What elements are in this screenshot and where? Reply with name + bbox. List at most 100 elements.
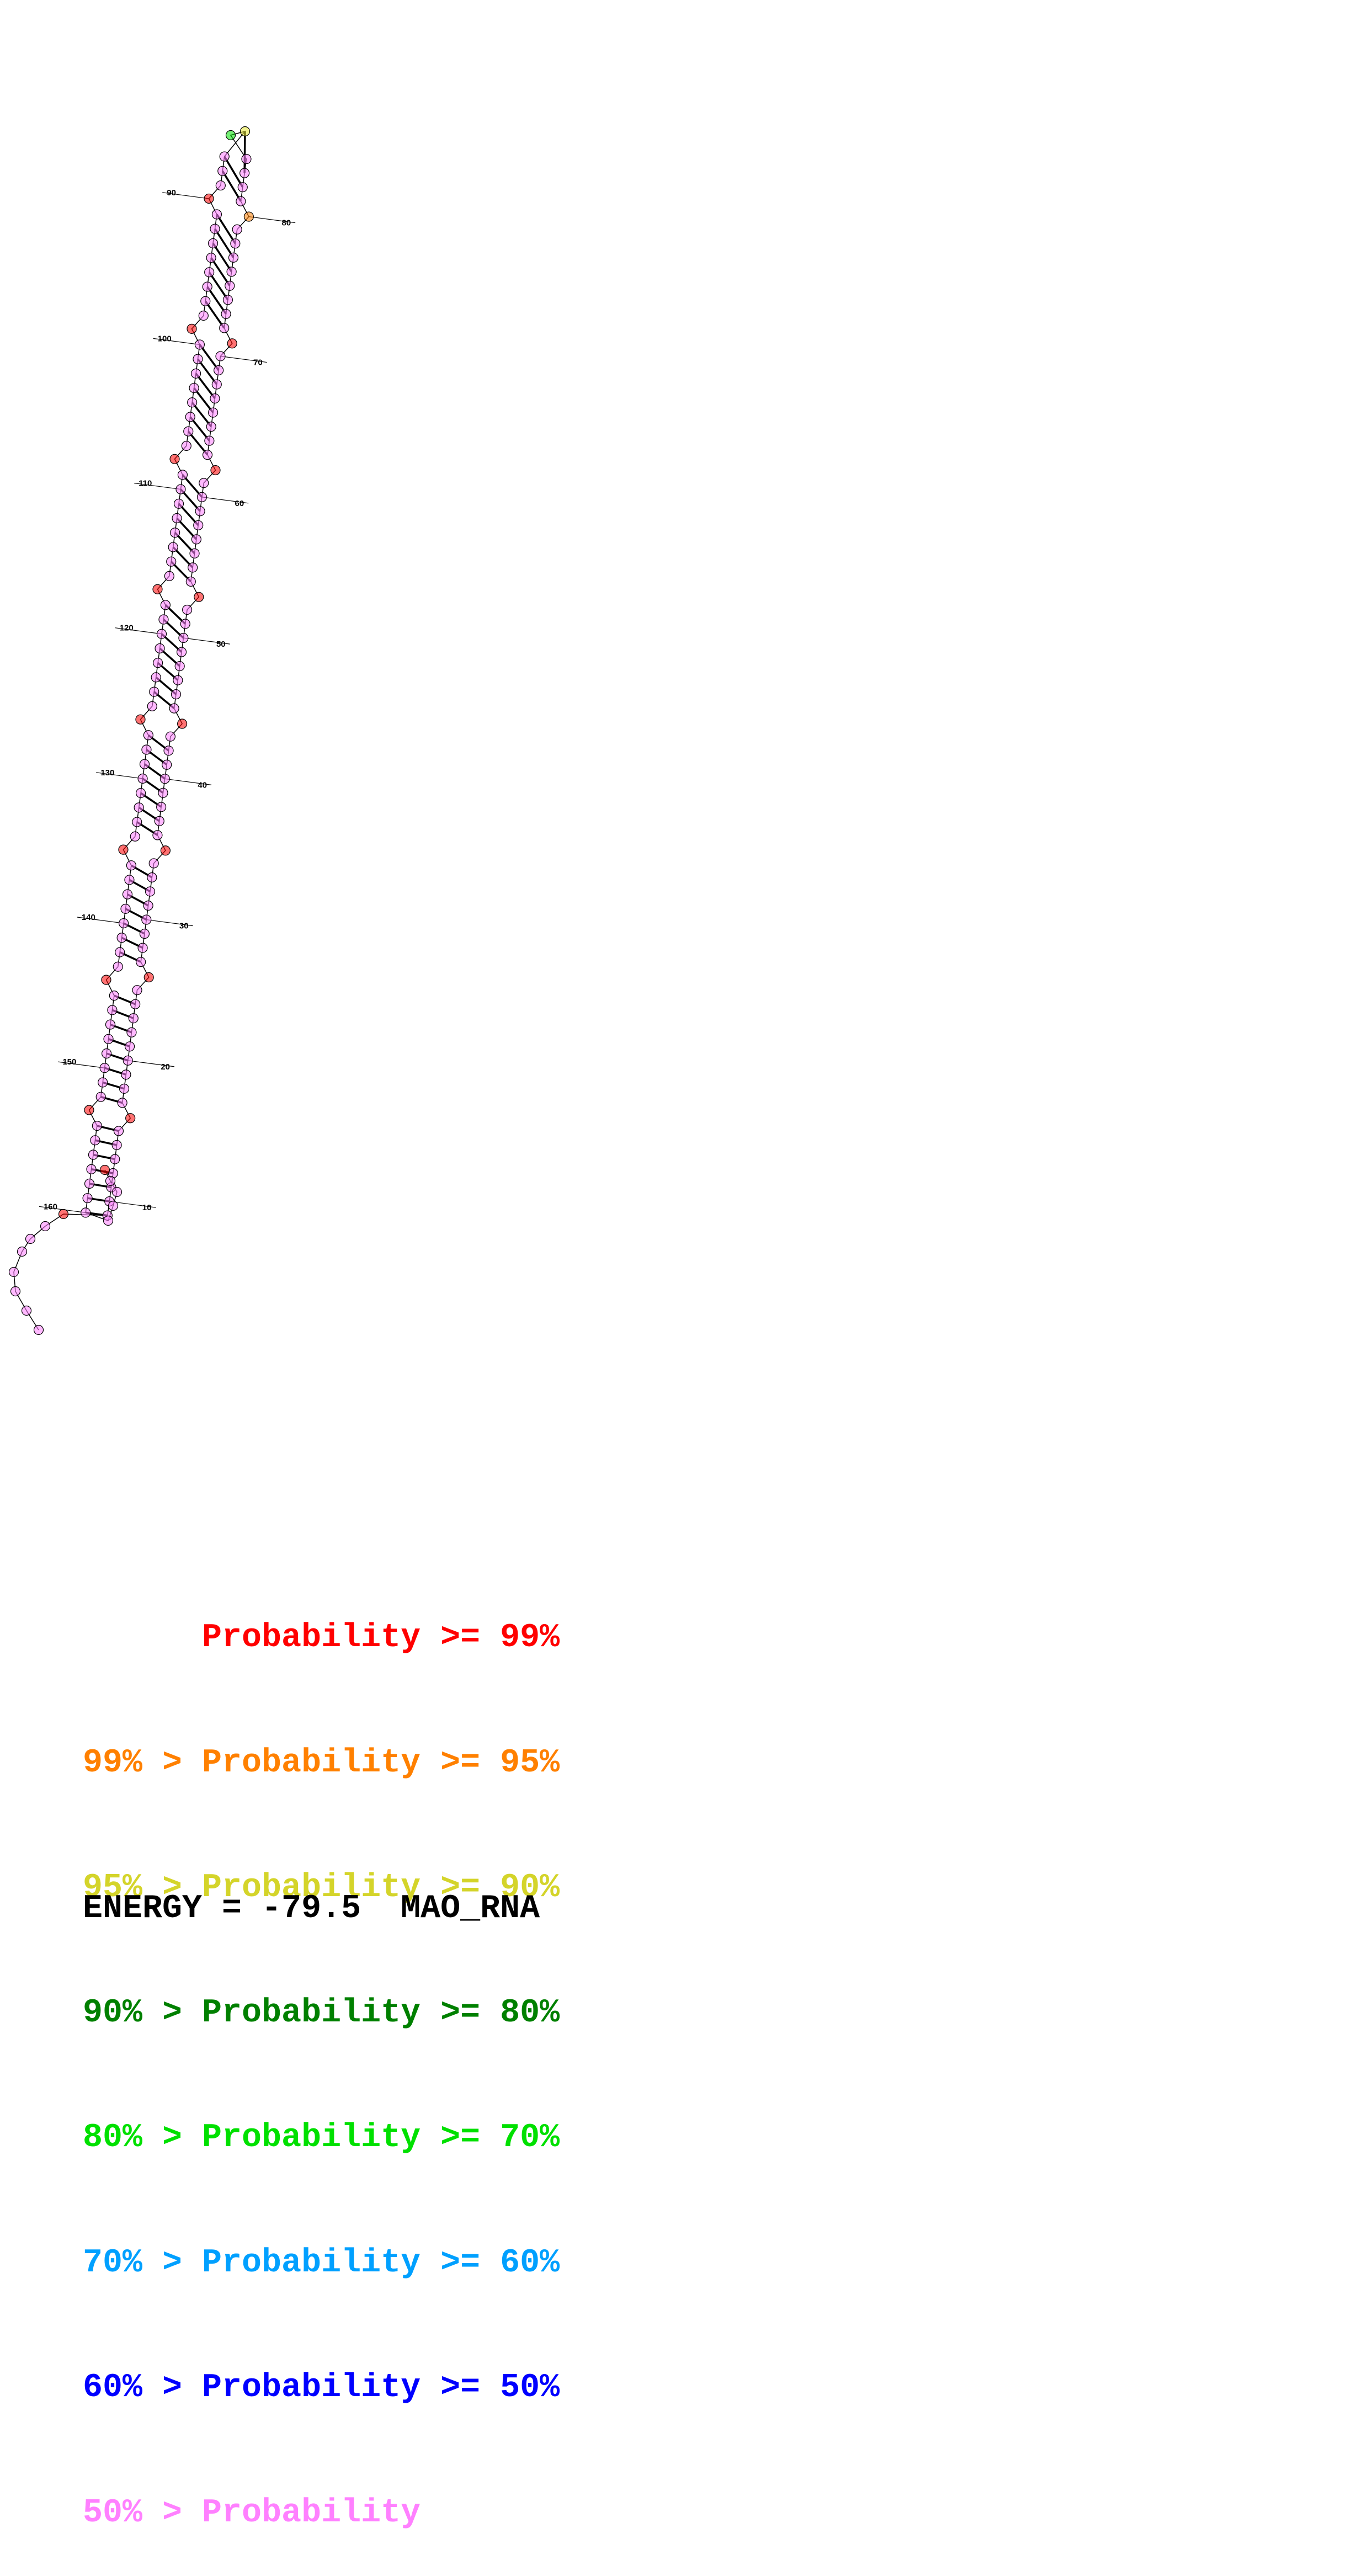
nucleotide-35 bbox=[160, 845, 171, 856]
nucleotide-59 bbox=[195, 506, 205, 517]
position-label-160: 160 bbox=[44, 1202, 57, 1211]
nucleotide-48 bbox=[174, 661, 185, 672]
nucleotide-137 bbox=[124, 875, 135, 885]
nucleotide-47 bbox=[173, 675, 183, 685]
nucleotide-105 bbox=[185, 412, 195, 422]
position-tick bbox=[162, 192, 209, 199]
nucleotide-115 bbox=[166, 556, 177, 567]
nucleotide-119 bbox=[158, 614, 169, 625]
nucleotide-118 bbox=[160, 600, 171, 610]
nucleotide-43 bbox=[165, 731, 176, 742]
nucleotide-141 bbox=[116, 933, 127, 943]
nucleotide-62 bbox=[210, 465, 221, 476]
nucleotide-28 bbox=[137, 943, 148, 953]
nucleotide-109 bbox=[177, 470, 188, 480]
base-pair-line bbox=[214, 228, 235, 258]
base-pair-line bbox=[199, 344, 220, 371]
nucleotide-130 bbox=[137, 773, 148, 784]
nucleotide-3 bbox=[10, 1286, 21, 1297]
nucleotide-122 bbox=[153, 658, 163, 668]
nucleotide-49 bbox=[176, 647, 187, 657]
legend-line-99: Probability >= 99% bbox=[83, 1619, 560, 1657]
position-tick bbox=[146, 919, 193, 927]
nucleotide-89 bbox=[215, 180, 226, 191]
nucleotide-17 bbox=[117, 1098, 127, 1108]
nucleotide-157 bbox=[86, 1164, 97, 1174]
nucleotide-143 bbox=[113, 961, 123, 972]
nucleotide-60 bbox=[196, 492, 207, 502]
nucleotide-132 bbox=[134, 802, 144, 813]
nucleotide-37 bbox=[154, 816, 164, 826]
nucleotide-55 bbox=[188, 562, 198, 573]
nucleotide-114 bbox=[168, 542, 178, 552]
nucleotide-74 bbox=[222, 295, 233, 305]
nucleotide-99 bbox=[187, 323, 197, 334]
nucleotide-111 bbox=[173, 498, 184, 509]
nucleotide-33 bbox=[147, 872, 157, 883]
base-pair-line bbox=[221, 170, 242, 202]
nucleotide-86 bbox=[239, 126, 251, 137]
nucleotide-40 bbox=[159, 774, 170, 784]
legend-line-80: 90% > Probability >= 80% bbox=[83, 1994, 560, 2032]
nucleotide-73 bbox=[221, 308, 231, 320]
position-tick bbox=[115, 627, 162, 635]
nucleotide-19 bbox=[121, 1069, 131, 1080]
nucleotide-140 bbox=[118, 918, 129, 929]
nucleotide-147 bbox=[105, 1019, 116, 1030]
nucleotide-142 bbox=[115, 947, 125, 957]
base-pair-line bbox=[187, 430, 209, 456]
base-pair-line bbox=[216, 214, 236, 244]
nucleotide-75 bbox=[225, 280, 235, 291]
nucleotide-42 bbox=[163, 746, 174, 756]
nucleotide-128 bbox=[141, 744, 152, 755]
nucleotide-39 bbox=[158, 787, 168, 798]
position-tick bbox=[58, 1061, 105, 1068]
nucleotide-150 bbox=[99, 1063, 110, 1073]
nucleotide-58 bbox=[193, 520, 204, 530]
nucleotide-120 bbox=[156, 629, 167, 639]
position-label-30: 30 bbox=[179, 922, 189, 931]
nucleotide-14 bbox=[111, 1140, 122, 1151]
nucleotide-20 bbox=[123, 1055, 133, 1066]
legend-line-60: 70% > Probability >= 60% bbox=[83, 2244, 560, 2282]
nucleotide-100 bbox=[194, 339, 205, 350]
nucleotide-148 bbox=[103, 1034, 114, 1044]
nucleotide-92 bbox=[210, 223, 220, 234]
nucleotide-2 bbox=[21, 1305, 32, 1316]
nucleotide-51 bbox=[180, 619, 190, 629]
position-label-20: 20 bbox=[161, 1062, 170, 1072]
nucleotide-90 bbox=[204, 193, 214, 204]
nucleotide-151 bbox=[98, 1077, 108, 1088]
nucleotide-88 bbox=[217, 166, 228, 176]
position-label-120: 120 bbox=[120, 624, 134, 633]
nucleotide-21 bbox=[124, 1041, 135, 1052]
nucleotide-23 bbox=[128, 1013, 139, 1024]
position-label-50: 50 bbox=[216, 640, 226, 649]
nucleotide-54 bbox=[185, 576, 196, 587]
base-pair-line bbox=[195, 372, 216, 400]
nucleotide-87 bbox=[219, 151, 230, 162]
nucleotide-45 bbox=[169, 703, 179, 714]
nucleotide-95 bbox=[204, 267, 215, 278]
nucleotide-101 bbox=[193, 354, 203, 364]
nucleotide-6 bbox=[25, 1233, 36, 1244]
nucleotide-136 bbox=[126, 860, 136, 871]
nucleotide-27 bbox=[136, 957, 146, 967]
nucleotide-91 bbox=[211, 209, 222, 220]
nucleotide-80 bbox=[243, 211, 254, 222]
nucleotide-50 bbox=[178, 632, 189, 643]
base-pair-line bbox=[223, 156, 244, 188]
nucleotide-63 bbox=[202, 450, 213, 460]
nucleotide-26 bbox=[143, 972, 154, 983]
nucleotide-24 bbox=[130, 999, 141, 1009]
nucleotide-138 bbox=[122, 889, 133, 900]
nucleotide-56 bbox=[189, 548, 200, 558]
nucleotide-158 bbox=[84, 1178, 95, 1189]
nucleotide-106 bbox=[183, 426, 194, 437]
position-tick bbox=[127, 1060, 175, 1067]
nucleotide-96 bbox=[202, 281, 212, 292]
nucleotide-7 bbox=[40, 1221, 51, 1232]
nucleotide-77 bbox=[228, 252, 239, 263]
base-pair-line bbox=[206, 286, 227, 315]
nucleotide-67 bbox=[210, 393, 220, 404]
